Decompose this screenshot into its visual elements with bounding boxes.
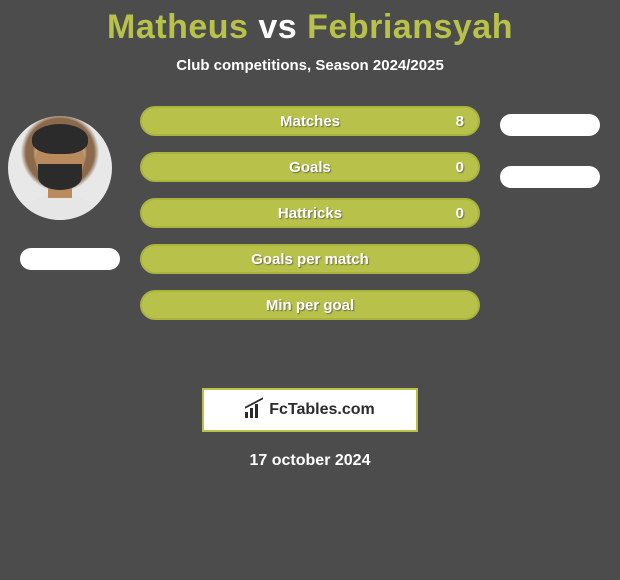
stat-row-goals-per-match: Goals per match bbox=[140, 244, 480, 274]
player1-avatar bbox=[8, 116, 112, 220]
stat-label: Matches bbox=[280, 113, 340, 130]
stat-row-min-per-goal: Min per goal bbox=[140, 290, 480, 320]
title-vs: vs bbox=[258, 8, 297, 46]
stat-label: Min per goal bbox=[266, 297, 354, 314]
stat-value: 0 bbox=[456, 159, 464, 176]
stat-label: Goals per match bbox=[251, 251, 369, 268]
stat-value: 8 bbox=[456, 113, 464, 130]
stat-row-hattricks: Hattricks 0 bbox=[140, 198, 480, 228]
comparison-panel: Matches 8 Goals 0 Hattricks 0 Goals per … bbox=[0, 114, 620, 374]
brand-badge: FcTables.com bbox=[202, 388, 418, 432]
player2-pill-1 bbox=[500, 114, 600, 136]
page-title: Matheus vs Febriansyah bbox=[0, 0, 620, 47]
stat-value: 0 bbox=[456, 205, 464, 222]
brand-text: FcTables.com bbox=[269, 401, 375, 419]
title-player1: Matheus bbox=[107, 8, 248, 46]
stat-row-goals: Goals 0 bbox=[140, 152, 480, 182]
player1-name-pill bbox=[20, 248, 120, 270]
stats-bars: Matches 8 Goals 0 Hattricks 0 Goals per … bbox=[140, 106, 480, 336]
date-text: 17 october 2024 bbox=[0, 452, 620, 470]
subtitle: Club competitions, Season 2024/2025 bbox=[0, 57, 620, 74]
title-player2: Febriansyah bbox=[307, 8, 513, 46]
stat-label: Goals bbox=[289, 159, 331, 176]
stat-label: Hattricks bbox=[278, 205, 342, 222]
bar-chart-icon bbox=[245, 402, 265, 418]
player2-pill-2 bbox=[500, 166, 600, 188]
stat-row-matches: Matches 8 bbox=[140, 106, 480, 136]
